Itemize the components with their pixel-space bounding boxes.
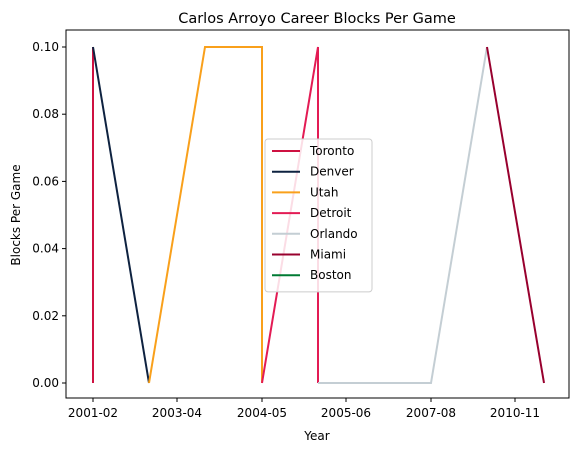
x-tick-label: 2003-04 — [152, 406, 202, 420]
legend-label-boston: Boston — [310, 268, 351, 282]
plot-frame — [65, 29, 570, 399]
series-line-orlando — [318, 46, 488, 384]
x-tick-label: 2005-06 — [321, 406, 371, 420]
legend-label-denver: Denver — [310, 165, 354, 179]
y-axis-label: Blocks Per Game — [9, 164, 23, 265]
y-tick-label: 0.02 — [32, 309, 59, 323]
legend-label-utah: Utah — [310, 185, 338, 199]
y-tick-label: 0.08 — [32, 107, 59, 121]
x-tick-label: 2010-11 — [490, 406, 540, 420]
legend-label-detroit: Detroit — [310, 206, 352, 220]
x-axis-label: Year — [303, 429, 329, 443]
x-tick-label: 2007-08 — [406, 406, 456, 420]
y-axis: 0.00 0.02 0.04 0.06 0.08 0.10 — [32, 40, 66, 390]
x-tick-label: 2004-05 — [237, 406, 287, 420]
y-tick-label: 0.00 — [32, 376, 59, 390]
series-line-denver — [92, 46, 150, 384]
legend-label-miami: Miami — [310, 248, 346, 262]
series-line-utah — [148, 46, 263, 384]
y-tick-label: 0.06 — [32, 174, 59, 188]
chart-title: Carlos Arroyo Career Blocks Per Game — [178, 11, 456, 27]
x-axis: 2001-02 2003-04 2004-05 2005-06 2007-08 2010-… — [68, 398, 540, 420]
legend-label-orlando: Orlando — [310, 227, 358, 241]
legend-label-toronto: Toronto — [309, 144, 354, 158]
y-tick-label: 0.04 — [32, 242, 59, 256]
legend: Toronto Denver Utah Detroit Orlando Miami Bost… — [264, 138, 373, 293]
y-tick-label: 0.10 — [32, 40, 59, 54]
series-line-miami — [486, 46, 545, 384]
x-tick-label: 2001-02 — [68, 406, 118, 420]
